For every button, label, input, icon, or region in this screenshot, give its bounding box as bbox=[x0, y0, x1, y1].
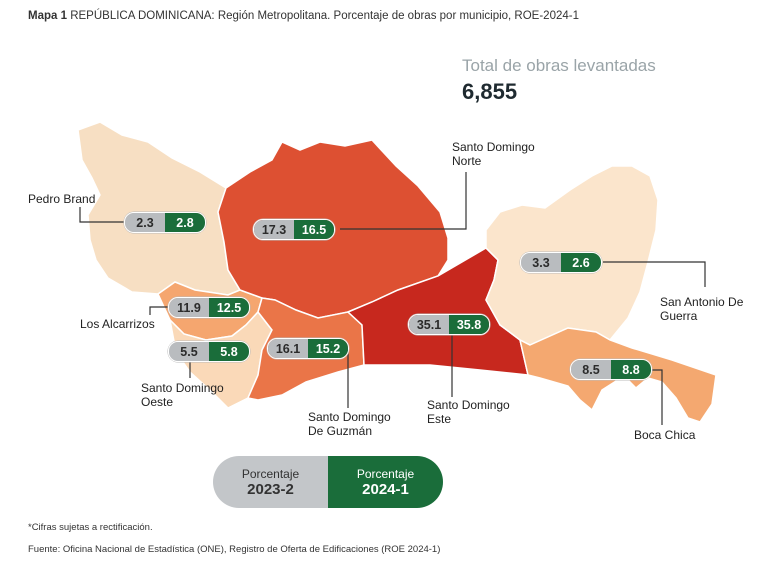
legend-2024-line2: 2024-1 bbox=[362, 480, 409, 498]
value-2023-santo-domingo-norte: 17.3 bbox=[254, 220, 294, 239]
badge-santo-domingo-norte: 17.3 16.5 bbox=[253, 219, 335, 240]
badge-santo-domingo-de-guzman: 16.1 15.2 bbox=[267, 338, 349, 359]
label-san-antonio-de-guerra-line1: San Antonio De bbox=[660, 295, 744, 309]
value-2023-santo-domingo-oeste: 5.5 bbox=[169, 342, 209, 361]
legend-2023-line1: Porcentaje bbox=[241, 466, 300, 481]
footnote: *Cifras sujetas a rectificación. bbox=[28, 522, 153, 533]
value-2023-los-alcarrizos: 11.9 bbox=[169, 298, 209, 317]
leader-los-alcarrizos bbox=[149, 306, 168, 315]
label-santo-domingo-de-guzman: Santo Domingo De Guzmán bbox=[308, 410, 391, 438]
value-2024-san-antonio-de-guerra: 2.6 bbox=[561, 253, 601, 272]
value-2024-santo-domingo-este: 35.8 bbox=[449, 315, 489, 334]
label-santo-domingo-oeste-line2: Oeste bbox=[141, 395, 174, 409]
map-title-text: REPÚBLICA DOMINICANA: Región Metropolita… bbox=[70, 10, 579, 22]
label-santo-domingo-norte-line2: Norte bbox=[452, 154, 482, 168]
label-santo-domingo-norte-line1: Santo Domingo bbox=[452, 140, 535, 154]
label-santo-domingo-norte: Santo Domingo Norte bbox=[452, 140, 535, 168]
label-santo-domingo-este-line2: Este bbox=[427, 412, 452, 426]
value-2024-santo-domingo-de-guzman: 15.2 bbox=[308, 339, 348, 358]
leader-pedro-brand bbox=[79, 207, 124, 223]
value-2024-los-alcarrizos: 12.5 bbox=[209, 298, 249, 317]
leader-santo-domingo-norte bbox=[340, 172, 467, 230]
source-note: Fuente: Oficina Nacional de Estadística … bbox=[28, 544, 441, 555]
value-2024-santo-domingo-oeste: 5.8 bbox=[209, 342, 249, 361]
map-title: Mapa 1 REPÚBLICA DOMINICANA: Región Metr… bbox=[28, 10, 579, 22]
badge-pedro-brand: 2.3 2.8 bbox=[124, 212, 206, 233]
badge-santo-domingo-este: 35.1 35.8 bbox=[408, 314, 490, 335]
value-2023-boca-chica: 8.5 bbox=[571, 360, 611, 379]
legend-2024-line1: Porcentaje bbox=[356, 466, 415, 481]
label-santo-domingo-de-guzman-line1: Santo Domingo bbox=[308, 410, 391, 424]
legend-2024: Porcentaje 2024-1 bbox=[328, 456, 443, 508]
total-value: 6,855 bbox=[462, 79, 518, 104]
value-2023-santo-domingo-de-guzman: 16.1 bbox=[268, 339, 308, 358]
label-santo-domingo-oeste-line1: Santo Domingo bbox=[141, 381, 224, 395]
value-2023-pedro-brand: 2.3 bbox=[125, 213, 165, 232]
region-pedro-brand[interactable] bbox=[77, 121, 242, 296]
label-los-alcarrizos: Los Alcarrizos bbox=[80, 317, 155, 331]
label-san-antonio-de-guerra-line2: Guerra bbox=[660, 309, 698, 323]
badge-san-antonio-de-guerra: 3.3 2.6 bbox=[520, 252, 602, 273]
value-2023-san-antonio-de-guerra: 3.3 bbox=[521, 253, 561, 272]
legend-2023-line2: 2023-2 bbox=[247, 480, 294, 498]
legend: Porcentaje 2023-2 Porcentaje 2024-1 bbox=[213, 456, 443, 508]
label-santo-domingo-de-guzman-line2: De Guzmán bbox=[308, 424, 373, 438]
total-label: Total de obras levantadas bbox=[462, 56, 656, 75]
value-2024-santo-domingo-norte: 16.5 bbox=[294, 220, 334, 239]
value-2024-pedro-brand: 2.8 bbox=[165, 213, 205, 232]
badge-santo-domingo-oeste: 5.5 5.8 bbox=[168, 341, 250, 362]
map-title-prefix: Mapa 1 bbox=[28, 10, 67, 22]
leader-boca-chica bbox=[650, 369, 663, 425]
label-santo-domingo-este-line1: Santo Domingo bbox=[427, 398, 510, 412]
badge-los-alcarrizos: 11.9 12.5 bbox=[168, 297, 250, 318]
label-santo-domingo-oeste: Santo Domingo Oeste bbox=[141, 381, 224, 409]
value-2024-boca-chica: 8.8 bbox=[611, 360, 651, 379]
value-2023-santo-domingo-este: 35.1 bbox=[409, 315, 449, 334]
label-pedro-brand: Pedro Brand bbox=[28, 192, 96, 206]
leader-san-antonio-de-guerra bbox=[603, 261, 706, 287]
badge-boca-chica: 8.5 8.8 bbox=[570, 359, 652, 380]
legend-2023: Porcentaje 2023-2 bbox=[213, 456, 328, 508]
label-san-antonio-de-guerra: San Antonio De Guerra bbox=[660, 295, 743, 323]
label-santo-domingo-este: Santo Domingo Este bbox=[427, 398, 510, 426]
label-boca-chica: Boca Chica bbox=[634, 428, 696, 442]
